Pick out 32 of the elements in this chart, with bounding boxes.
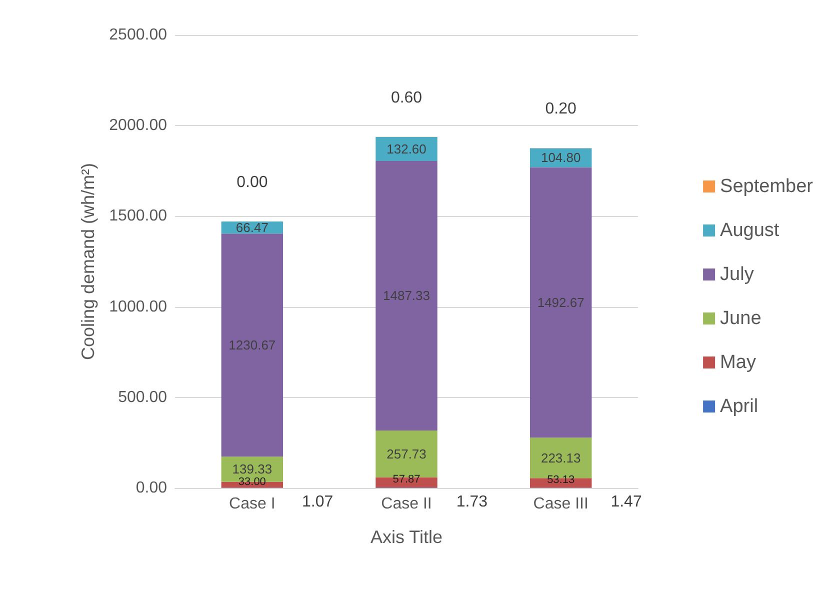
data-label: 139.33: [232, 462, 272, 477]
y-tick-label: 1500.00: [109, 208, 168, 225]
x-tick-label: Case I: [229, 496, 276, 512]
x-tick-label: Case III: [533, 496, 588, 512]
y-tick-label: 500.00: [118, 388, 168, 406]
data-label: 66.47: [236, 220, 268, 236]
data-label: 1492.67: [537, 294, 584, 310]
legend-label: April: [720, 396, 758, 417]
y-tick-label: 2500.00: [109, 26, 168, 44]
y-tick-label: 2000.00: [109, 117, 168, 134]
data-label: 0.60: [390, 89, 422, 106]
data-label: 1.73: [456, 493, 488, 510]
legend-label: July: [720, 264, 754, 285]
data-label: 223.13: [540, 450, 581, 466]
data-label: 1487.33: [383, 288, 430, 304]
data-label: 0.20: [545, 100, 577, 118]
y-tick-label: 0.00: [136, 480, 168, 496]
legend-label: June: [720, 308, 762, 329]
legend-label: May: [720, 352, 756, 373]
y-axis-title: Cooling demand (wh/m²): [78, 162, 98, 360]
legend-label: August: [720, 220, 780, 241]
x-tick-label: Case II: [381, 496, 432, 512]
data-label: 257.73: [386, 446, 426, 462]
data-label: 1230.67: [228, 338, 276, 353]
data-label: 1.07: [302, 493, 334, 510]
data-label: 132.60: [386, 141, 426, 156]
data-label: 104.80: [540, 150, 581, 166]
x-axis-title: Axis Title: [370, 527, 443, 547]
y-tick-label: 1000.00: [109, 298, 168, 316]
legend-label: September: [720, 176, 814, 197]
data-label: 1.47: [610, 493, 642, 510]
data-label: 0.00: [236, 174, 268, 192]
